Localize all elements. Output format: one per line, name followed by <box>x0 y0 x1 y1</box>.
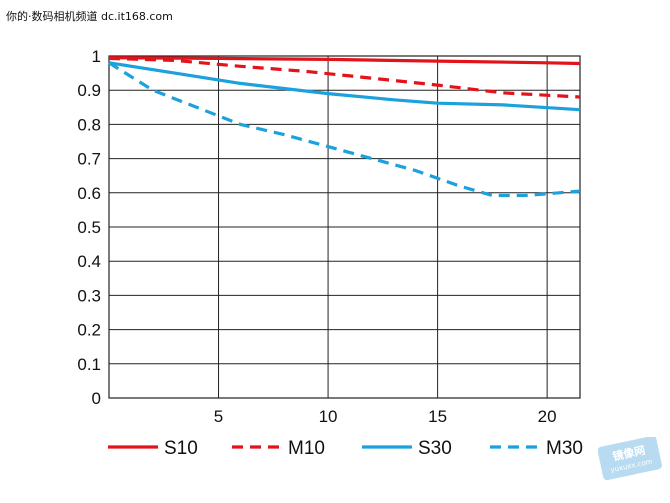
x-tick-label: 20 <box>538 407 557 426</box>
series-line-s10 <box>108 56 581 66</box>
series-line-m10 <box>108 56 581 99</box>
y-tick-label: 1 <box>92 47 101 66</box>
y-tick-label: 0.8 <box>77 115 101 134</box>
y-tick-label: 0 <box>92 389 101 408</box>
x-tick-label: 10 <box>319 407 338 426</box>
y-tick-label: 0.9 <box>77 81 101 100</box>
legend-label-m10: M10 <box>288 438 325 459</box>
watermark-text: 你的·数码相机频道 dc.it168.com <box>6 10 173 23</box>
y-tick-label: 0.5 <box>77 218 101 237</box>
y-tick-label: 0.4 <box>77 252 101 271</box>
series-line-s30 <box>108 61 581 112</box>
y-tick-label: 0.2 <box>77 321 101 340</box>
x-tick-label: 5 <box>214 407 223 426</box>
plot-border <box>108 55 581 399</box>
y-tick-label: 0.6 <box>77 184 101 203</box>
svg-text:镜像网: 镜像网 <box>611 443 646 464</box>
y-tick-label: 0.1 <box>77 355 101 374</box>
legend-label-m30: M30 <box>546 438 583 459</box>
y-tick-label: 0.3 <box>77 286 101 305</box>
y-tick-label: 0.7 <box>77 150 101 169</box>
legend-label-s10: S10 <box>164 438 198 459</box>
corner-watermark-stamp: 镜像网 yuxuxx.com <box>598 437 662 481</box>
series-line-m30 <box>108 61 581 198</box>
x-tick-label: 15 <box>428 407 447 426</box>
legend-label-s30: S30 <box>418 438 452 459</box>
